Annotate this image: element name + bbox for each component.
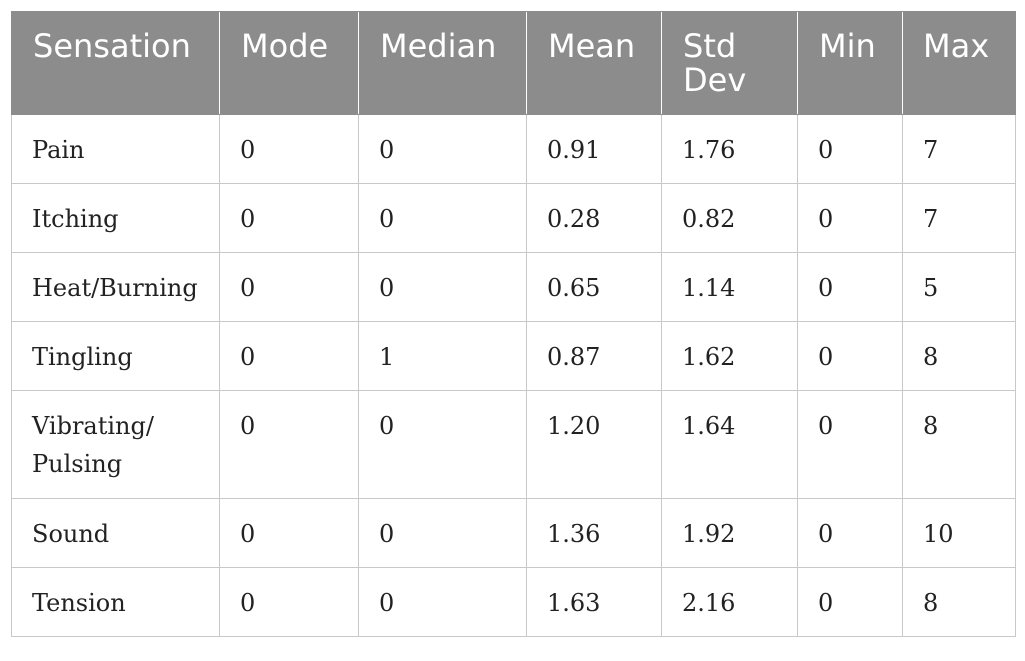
cell-std-dev: 1.62 [661, 321, 798, 391]
cell-std-dev: 1.64 [661, 390, 798, 499]
table-row: Heat/Burning 0 0 0.65 1.14 0 5 [11, 252, 1016, 322]
cell-min: 0 [797, 114, 903, 184]
cell-max: 10 [902, 498, 1016, 568]
cell-max: 5 [902, 252, 1016, 322]
column-header-mean: Mean [526, 11, 662, 115]
cell-median: 1 [358, 321, 527, 391]
cell-max: 8 [902, 321, 1016, 391]
cell-std-dev: 1.14 [661, 252, 798, 322]
cell-std-dev: 1.76 [661, 114, 798, 184]
cell-mode: 0 [219, 567, 359, 637]
table-row: Pain 0 0 0.91 1.76 0 7 [11, 114, 1016, 184]
table-row: Itching 0 0 0.28 0.82 0 7 [11, 183, 1016, 253]
column-header-max: Max [902, 11, 1016, 115]
cell-mode: 0 [219, 321, 359, 391]
cell-max: 8 [902, 390, 1016, 499]
cell-mode: 0 [219, 114, 359, 184]
cell-median: 0 [358, 183, 527, 253]
table-row: Tingling 0 1 0.87 1.62 0 8 [11, 321, 1016, 391]
cell-sensation: Tension [11, 567, 220, 637]
cell-min: 0 [797, 183, 903, 253]
cell-mean: 0.65 [526, 252, 662, 322]
cell-median: 0 [358, 567, 527, 637]
cell-mode: 0 [219, 252, 359, 322]
cell-std-dev: 2.16 [661, 567, 798, 637]
column-header-mode: Mode [219, 11, 359, 115]
cell-max: 8 [902, 567, 1016, 637]
table-container: Sensation Mode Median Mean Std Dev Min M… [11, 11, 1016, 637]
cell-mean: 1.36 [526, 498, 662, 568]
cell-mean: 0.28 [526, 183, 662, 253]
table-row: Sound 0 0 1.36 1.92 0 10 [11, 498, 1016, 568]
cell-mean: 1.20 [526, 390, 662, 499]
cell-max: 7 [902, 114, 1016, 184]
cell-min: 0 [797, 252, 903, 322]
cell-sensation: Tingling [11, 321, 220, 391]
cell-min: 0 [797, 321, 903, 391]
cell-mean: 0.91 [526, 114, 662, 184]
cell-sensation: Itching [11, 183, 220, 253]
cell-min: 0 [797, 498, 903, 568]
table-row: Vibrating/ Pulsing 0 0 1.20 1.64 0 8 [11, 390, 1016, 499]
column-header-std-dev: Std Dev [661, 11, 798, 115]
column-header-sensation: Sensation [11, 11, 220, 115]
cell-median: 0 [358, 498, 527, 568]
cell-sensation: Heat/Burning [11, 252, 220, 322]
cell-mode: 0 [219, 390, 359, 499]
cell-median: 0 [358, 114, 527, 184]
table-row: Tension 0 0 1.63 2.16 0 8 [11, 567, 1016, 637]
cell-max: 7 [902, 183, 1016, 253]
cell-median: 0 [358, 390, 527, 499]
cell-median: 0 [358, 252, 527, 322]
cell-min: 0 [797, 567, 903, 637]
cell-std-dev: 0.82 [661, 183, 798, 253]
cell-mean: 1.63 [526, 567, 662, 637]
cell-sensation: Sound [11, 498, 220, 568]
sensation-statistics-table: Sensation Mode Median Mean Std Dev Min M… [11, 11, 1016, 637]
cell-min: 0 [797, 390, 903, 499]
cell-sensation: Vibrating/ Pulsing [11, 390, 220, 499]
cell-sensation: Pain [11, 114, 220, 184]
cell-std-dev: 1.92 [661, 498, 798, 568]
cell-mean: 0.87 [526, 321, 662, 391]
column-header-min: Min [797, 11, 903, 115]
header-row: Sensation Mode Median Mean Std Dev Min M… [11, 11, 1016, 115]
cell-mode: 0 [219, 183, 359, 253]
cell-mode: 0 [219, 498, 359, 568]
column-header-median: Median [358, 11, 527, 115]
